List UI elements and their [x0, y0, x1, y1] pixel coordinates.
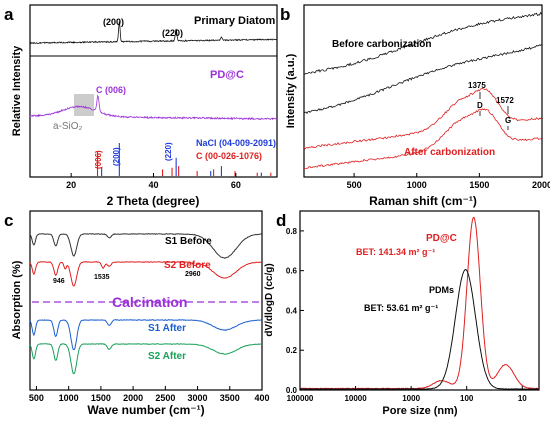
primary-diatom-line — [29, 21, 278, 45]
ref-label-006: (006) — [94, 150, 103, 169]
x-axis-label-d: Pore size (nm) — [382, 405, 458, 417]
s1-before-line — [29, 233, 263, 259]
s2-after-label: S2 After — [148, 351, 186, 362]
b-tick-label: 500 — [347, 180, 362, 190]
panel-d-label: d — [276, 211, 286, 230]
bet-pdc-label: BET: 141.34 m² g⁻¹ — [356, 247, 435, 257]
panel-c: c S1 Before S2 Before Calcination S1 Aft… — [4, 210, 270, 417]
c-tick-label: 3500 — [220, 393, 240, 403]
c-tick-label: 400 — [254, 393, 269, 403]
b-tick-label: 2000 — [532, 180, 550, 190]
pdc-label-d: PD@C — [426, 233, 457, 244]
panel-a: a (200) (220) Primary Diatom PD@C C (006… — [4, 4, 278, 208]
panel-a-label: a — [4, 5, 14, 24]
c-tick-label: 2500 — [155, 393, 175, 403]
s2-after-line — [29, 343, 263, 375]
peak-label-200: (200) — [103, 17, 124, 27]
bet-pdms-label: BET: 53.61 m² g⁻¹ — [364, 303, 438, 313]
pdc-label-a: PD@C — [210, 69, 244, 81]
panel-b: b Before carbonization After carbonizati… — [280, 4, 550, 208]
d-xtick-label: 10000 — [344, 394, 367, 403]
d-xtick-label: 100 — [460, 394, 474, 403]
y-axis-ticks-d: 0.0 0.2 0.4 0.6 0.8 — [286, 227, 304, 395]
nacl-legend: NaCl (04-009-2091) — [196, 138, 276, 148]
c-tick-label: 500 — [29, 393, 44, 403]
peak-label-1572: 1572 — [496, 96, 514, 105]
y-axis-label-c: Absorption (%) — [11, 260, 23, 339]
x-axis-ticks-b: 500 1000 1500 2000 — [347, 173, 550, 190]
band-label-d: D — [477, 101, 483, 110]
d-xtick-label: 1000 — [402, 394, 420, 403]
c-tick-label: 1500 — [91, 393, 111, 403]
c-tick-label: 3000 — [188, 393, 208, 403]
d-ytick-label: 0.6 — [286, 267, 298, 276]
c-tick-label: 2000 — [123, 393, 143, 403]
x-axis-label-a: 2 Theta (degree) — [107, 194, 200, 208]
x-axis-ticks-c: 500 1000 1500 2000 2500 3000 3500 400 — [29, 386, 270, 403]
s1-after-line — [29, 319, 263, 351]
peak-label-220: (220) — [162, 28, 183, 38]
asio2-highlight-box — [74, 94, 94, 116]
a-tick-label: 20 — [66, 180, 76, 190]
x-axis-label-b: Raman shift (cm⁻¹) — [369, 194, 477, 208]
d-ytick-label: 0.0 — [286, 386, 298, 395]
after-carbonization-line-2 — [303, 108, 542, 169]
reference-lines — [96, 143, 272, 176]
ref-label-200: (200) — [112, 147, 121, 166]
panel-b-label: b — [280, 5, 290, 24]
b-tick-label: 1500 — [469, 180, 489, 190]
y-axis-label-b: Intensity (a.u.) — [285, 53, 297, 128]
ref-label-220: (220) — [164, 142, 173, 161]
band-label-2960: 2960 — [185, 271, 201, 278]
panel-d-frame — [299, 210, 540, 391]
primary-diatom-label: Primary Diatom — [194, 15, 276, 27]
after-carbonization-label: After carbonization — [404, 147, 495, 158]
d-xtick-label: 100000 — [287, 394, 314, 403]
band-label-g: G — [505, 116, 511, 125]
a-tick-label: 60 — [231, 180, 241, 190]
c-tick-label: 1000 — [59, 393, 79, 403]
panel-b-frame — [303, 4, 543, 178]
b-tick-label: 1000 — [407, 180, 427, 190]
d-xtick-label: 10 — [518, 394, 527, 403]
s1-after-label: S1 After — [148, 323, 186, 334]
x-axis-ticks-d: 100000 10000 1000 100 10 — [287, 386, 527, 403]
s2-before-label: S2 Before — [164, 260, 211, 271]
pdms-label: PDMs — [429, 285, 454, 295]
x-axis-label-c: Wave number (cm⁻¹) — [87, 403, 204, 417]
d-ytick-label: 0.2 — [286, 346, 298, 355]
c006-label: C (006) — [96, 85, 126, 95]
c-legend: C (00-026-1076) — [196, 151, 262, 161]
pdc-xrd-line — [29, 94, 278, 121]
before-carbonization-line-1 — [303, 11, 542, 75]
calcination-label: Calcination — [112, 294, 187, 310]
d-ytick-label: 0.8 — [286, 227, 298, 236]
band-label-1535: 1535 — [94, 274, 110, 281]
before-carbonization-label: Before carbonization — [332, 39, 431, 50]
d-ytick-label: 0.4 — [286, 306, 298, 315]
asio2-label: a-SiO₂ — [53, 121, 83, 132]
peak-label-1375: 1375 — [468, 81, 486, 90]
y-axis-label-a: Relative Intensity — [11, 45, 23, 136]
band-label-946: 946 — [53, 278, 65, 285]
s1-before-label: S1 Before — [165, 236, 212, 247]
before-carbonization-line-2 — [303, 44, 542, 115]
y-axis-label-d: dV/dlogD (cc/g) — [264, 263, 275, 336]
s2-before-line — [29, 261, 263, 287]
panel-c-label: c — [4, 211, 13, 230]
panel-c-frame — [29, 210, 263, 391]
a-tick-label: 40 — [148, 180, 158, 190]
x-axis-ticks-a: 20 40 60 — [66, 173, 241, 190]
after-carbonization-line-1 — [303, 88, 542, 150]
pdms-pore-line — [299, 268, 540, 390]
panel-d: d PD@C BET: 141.34 m² g⁻¹ PDMs BET: 53.6… — [264, 210, 540, 417]
